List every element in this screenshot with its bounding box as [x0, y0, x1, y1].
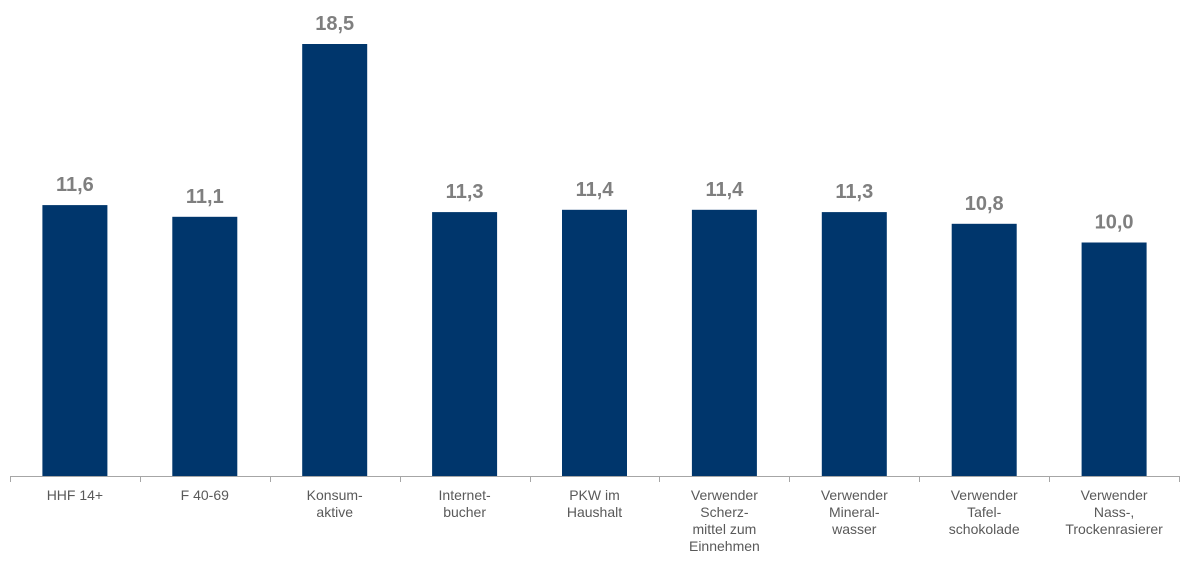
data-label: 11,4: [576, 179, 615, 201]
data-label: 10,0: [1095, 212, 1134, 234]
category-tick-label: Verwender Tafel-schokolade: [949, 487, 1020, 537]
bars-group: [42, 44, 1147, 477]
category-label-line: wasser: [831, 521, 877, 537]
category-label-line: Verwender: [1081, 487, 1148, 503]
category-labels-group: HHF 14+ F 40-69 Konsum-aktive Internet-buch…: [47, 487, 1163, 554]
bar: [172, 216, 238, 477]
category-label-line: aktive: [316, 504, 353, 520]
category-label-line: bucher: [443, 504, 486, 520]
bar: [42, 205, 108, 476]
category-tick-label: HHF 14+: [47, 487, 103, 503]
category-tick-label: PKW im Haushalt: [567, 487, 622, 520]
category-label-line: Verwender: [951, 487, 1018, 503]
category-label-line: Nass-,: [1094, 504, 1134, 520]
bar: [302, 44, 368, 476]
bar: [432, 212, 498, 476]
category-label-line: schokolade: [949, 521, 1020, 537]
category-tick-label: Verwender Mineral-wasser: [821, 487, 888, 537]
category-label-line: F 40-69: [181, 487, 229, 503]
category-tick-label: Verwender Nass-, Trockenrasierer: [1065, 487, 1163, 537]
category-tick-label: Verwender Scherz-mittel zum Einnehmen: [689, 487, 760, 554]
category-label-line: HHF 14+: [47, 487, 103, 503]
category-tick-label: Internet-bucher: [439, 487, 491, 520]
bar: [821, 212, 887, 476]
value-labels-group: 11,6 11,1 18,5 11,3 11,4 11,4 11,3 10,8 10,0: [56, 13, 1134, 234]
category-label-line: Trockenrasierer: [1065, 521, 1163, 537]
category-label-line: Haushalt: [567, 504, 622, 520]
category-label-line: PKW im: [569, 487, 620, 503]
data-label: 18,5: [315, 13, 354, 35]
data-label: 10,8: [965, 193, 1004, 215]
bar: [562, 209, 627, 477]
data-label: 11,1: [186, 186, 224, 208]
category-label-line: Scherz-: [700, 504, 749, 520]
category-label-line: Verwender: [691, 487, 758, 503]
data-label: 11,4: [705, 179, 744, 201]
bar: [951, 223, 1017, 476]
bar: [691, 209, 757, 477]
bar: [1081, 242, 1147, 476]
category-label-line: Einnehmen: [689, 538, 760, 554]
data-label: 11,3: [446, 181, 484, 203]
category-label-line: Tafel-: [967, 504, 1002, 520]
category-label-line: Internet-: [439, 487, 491, 503]
x-axis-ticks: [10, 476, 1180, 482]
category-label-line: mittel zum: [693, 521, 757, 537]
data-label: 11,6: [56, 174, 94, 196]
category-tick-label: Konsum-aktive: [307, 487, 363, 520]
category-label-line: Mineral-: [829, 504, 880, 520]
category-tick-label: F 40-69: [181, 487, 229, 503]
category-label-line: Konsum-: [307, 487, 363, 503]
data-label: 11,3: [835, 181, 873, 203]
category-label-line: Verwender: [821, 487, 888, 503]
